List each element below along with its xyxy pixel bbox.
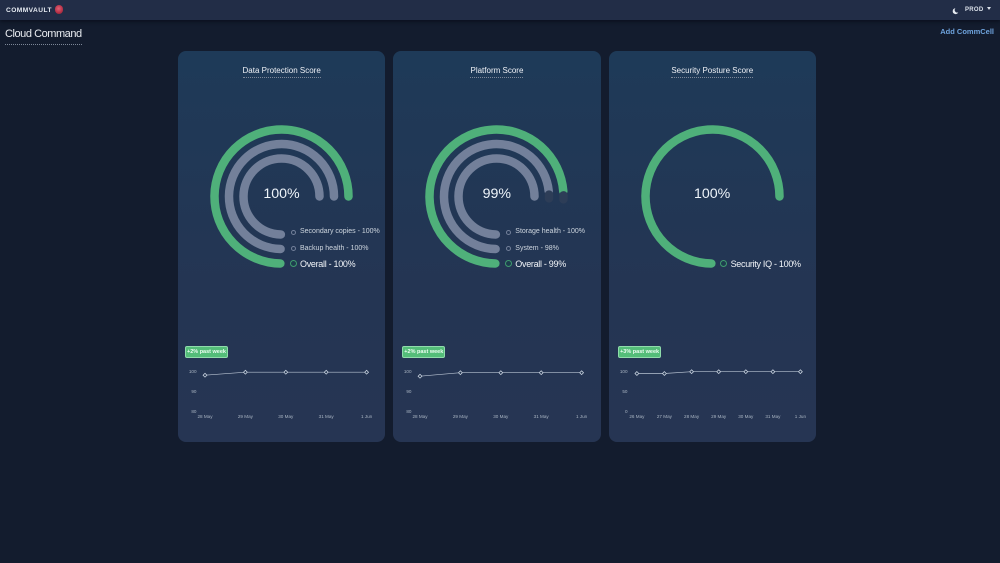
svg-text:90: 90	[191, 389, 197, 394]
svg-text:80: 80	[191, 409, 197, 414]
svg-text:1 Jun: 1 Jun	[361, 414, 373, 419]
svg-text:100: 100	[619, 369, 627, 374]
svg-text:29 May: 29 May	[711, 414, 727, 419]
svg-text:100: 100	[404, 369, 412, 374]
svg-text:28 May: 28 May	[197, 414, 213, 419]
svg-text:29 May: 29 May	[453, 414, 469, 419]
svg-text:50: 50	[622, 389, 628, 394]
svg-text:30 May: 30 May	[278, 414, 294, 419]
svg-text:1 Jun: 1 Jun	[576, 414, 588, 419]
svg-text:27 May: 27 May	[656, 414, 672, 419]
svg-text:30 May: 30 May	[738, 414, 754, 419]
svg-text:1 Jun: 1 Jun	[794, 414, 806, 419]
svg-text:31 May: 31 May	[534, 414, 550, 419]
svg-text:28 May: 28 May	[413, 414, 429, 419]
svg-text:26 May: 26 May	[629, 414, 645, 419]
svg-text:29 May: 29 May	[238, 414, 254, 419]
svg-text:90: 90	[407, 389, 413, 394]
svg-text:28 May: 28 May	[684, 414, 700, 419]
svg-text:100: 100	[189, 369, 197, 374]
svg-text:80: 80	[407, 409, 413, 414]
svg-text:0: 0	[625, 409, 628, 414]
svg-text:31 May: 31 May	[319, 414, 335, 419]
svg-text:31 May: 31 May	[765, 414, 781, 419]
svg-text:30 May: 30 May	[494, 414, 510, 419]
